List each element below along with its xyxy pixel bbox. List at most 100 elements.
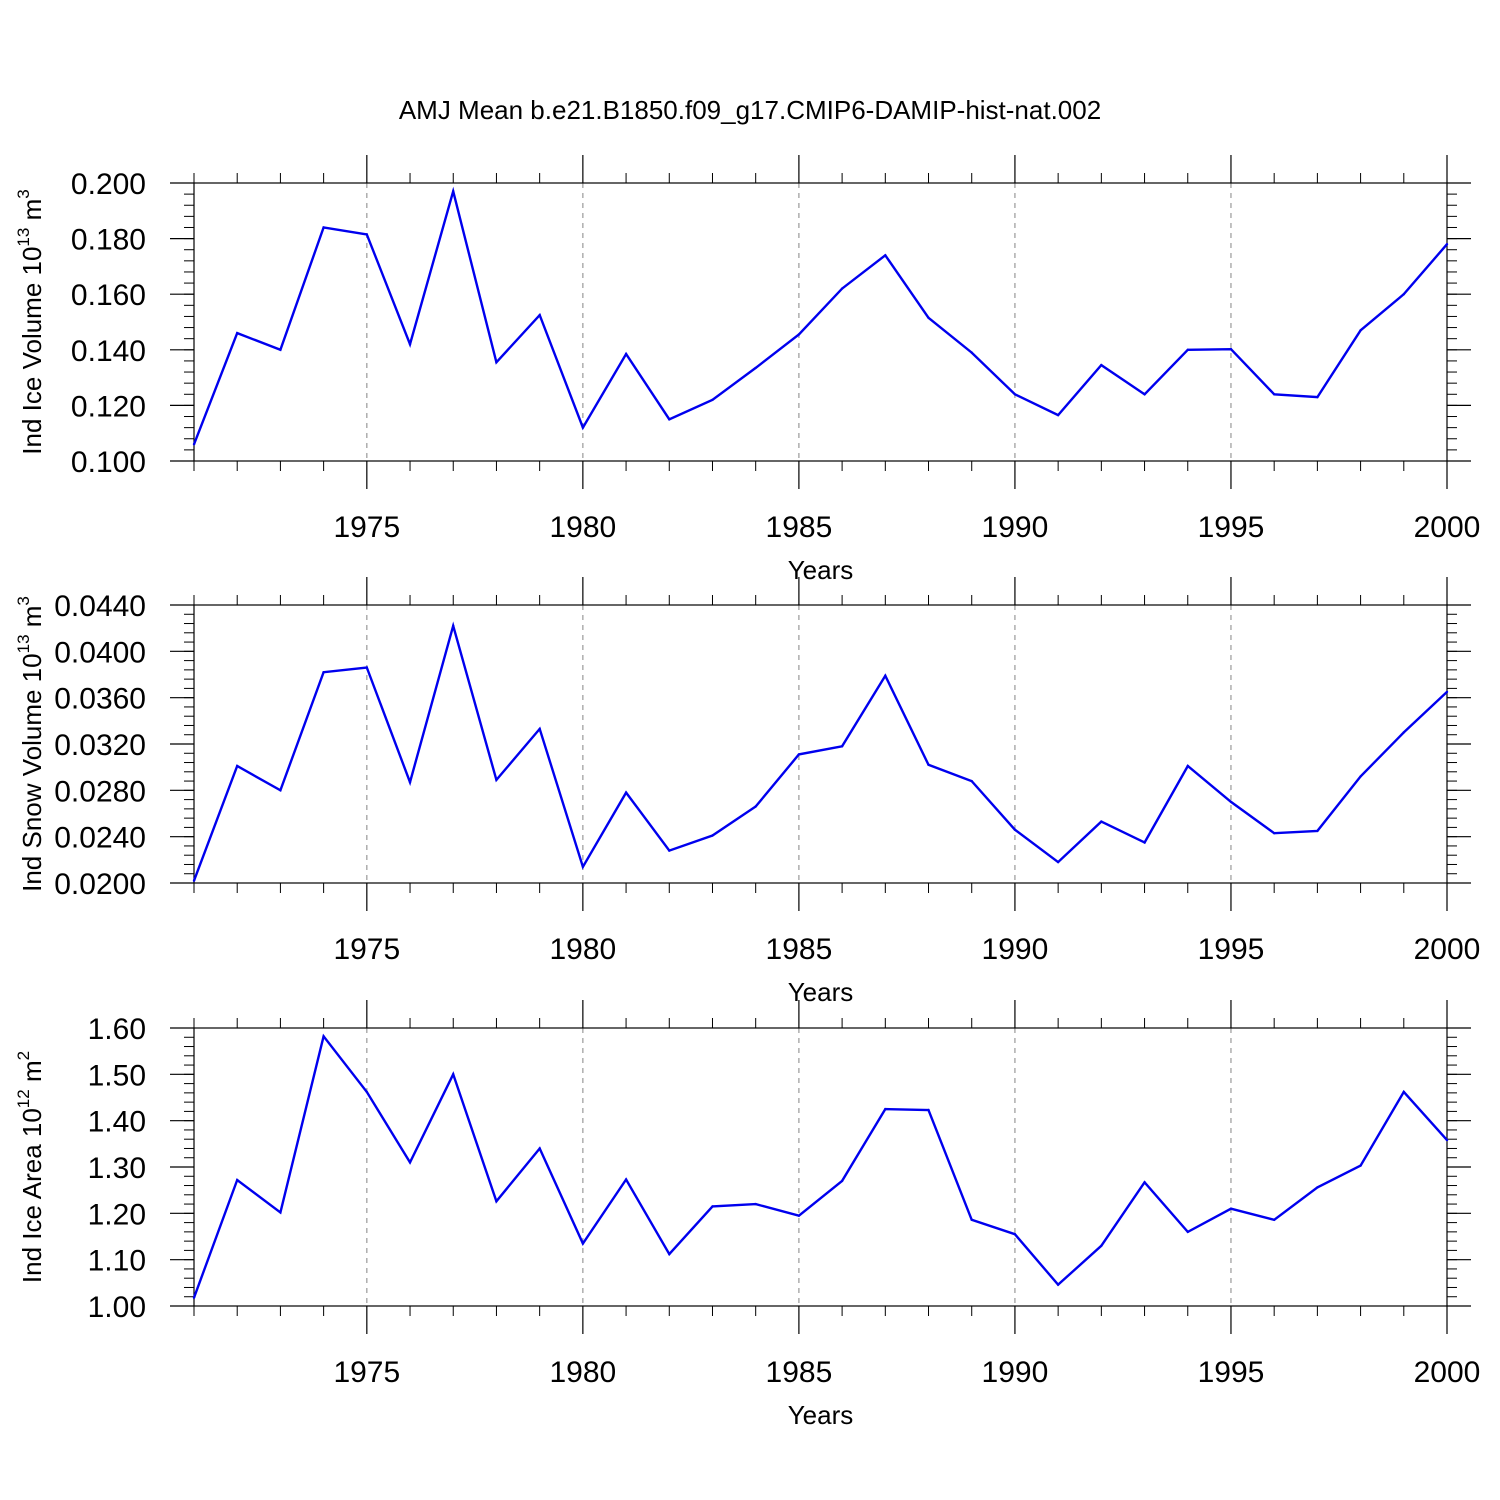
data-point bbox=[1316, 395, 1319, 399]
data-point bbox=[365, 233, 368, 236]
data-point bbox=[1143, 1181, 1146, 1184]
data-point bbox=[754, 366, 757, 370]
data-point bbox=[711, 398, 714, 401]
data-point bbox=[1316, 829, 1319, 833]
series-line bbox=[192, 621, 1448, 882]
x-tick-label: 2000 bbox=[1414, 1356, 1481, 1389]
data-point bbox=[192, 443, 196, 446]
data-point bbox=[452, 1073, 455, 1076]
y-axis-title-main: Ind Ice Area 10 bbox=[17, 1108, 47, 1283]
data-point bbox=[495, 361, 498, 364]
y-tick-label: 1.40 bbox=[88, 1106, 146, 1139]
x-axis-title: Years bbox=[788, 977, 854, 1007]
y-tick-label: 0.0200 bbox=[54, 868, 146, 901]
data-point bbox=[538, 1147, 541, 1150]
data-point bbox=[1229, 800, 1233, 804]
data-point bbox=[1359, 775, 1362, 778]
data-point bbox=[236, 764, 239, 768]
data-point bbox=[1273, 393, 1276, 396]
data-point bbox=[711, 834, 714, 837]
x-tick-label: 1985 bbox=[766, 933, 833, 966]
y-tick-label: 1.30 bbox=[88, 1152, 146, 1185]
y-axis-title-unit: m bbox=[17, 199, 47, 228]
data-point bbox=[1402, 293, 1406, 296]
y-axis-title-main: Ind Snow Volume 10 bbox=[17, 653, 47, 892]
y-tick-label: 0.0240 bbox=[54, 822, 146, 855]
data-point bbox=[1316, 1186, 1319, 1189]
data-point bbox=[365, 666, 368, 669]
x-tick-label: 1985 bbox=[766, 511, 833, 544]
data-point bbox=[581, 1242, 585, 1245]
data-point bbox=[538, 313, 541, 317]
data-point bbox=[538, 727, 541, 731]
data-point bbox=[236, 331, 239, 335]
data-point bbox=[1359, 329, 1362, 332]
y-tick-label: 0.0400 bbox=[54, 636, 146, 669]
data-point bbox=[668, 1252, 671, 1256]
y-tick-label: 0.200 bbox=[71, 168, 146, 201]
data-point bbox=[1143, 393, 1146, 396]
data-point bbox=[840, 745, 844, 748]
data-point bbox=[1013, 393, 1017, 396]
data-point bbox=[1013, 828, 1017, 831]
data-point bbox=[1402, 1090, 1406, 1094]
plot-frame bbox=[193, 1027, 1448, 1307]
data-point bbox=[408, 1161, 412, 1164]
x-tick-label: 1975 bbox=[333, 511, 400, 544]
data-point bbox=[581, 426, 585, 429]
y-tick-label: 0.100 bbox=[71, 446, 146, 479]
y-tick-label: 0.0320 bbox=[54, 729, 146, 762]
x-tick-label: 1975 bbox=[333, 1356, 400, 1389]
y-axis-title-exponent: 12 bbox=[14, 1089, 33, 1108]
data-point bbox=[840, 1179, 844, 1183]
x-tick-label: 1975 bbox=[333, 933, 400, 966]
y-tick-label: 1.60 bbox=[88, 1013, 146, 1046]
data-point bbox=[1013, 1233, 1017, 1236]
data-point bbox=[236, 1178, 239, 1182]
y-axis-title-unit-exponent: 2 bbox=[14, 1051, 33, 1060]
y-axis-title: Ind Ice Area 1012 m2 bbox=[14, 1051, 47, 1283]
data-point bbox=[668, 418, 671, 421]
data-point bbox=[1273, 832, 1276, 835]
data-point bbox=[581, 865, 585, 868]
data-point bbox=[970, 351, 973, 354]
data-point bbox=[1100, 363, 1103, 367]
data-point bbox=[1229, 348, 1233, 351]
y-tick-label: 1.10 bbox=[88, 1245, 146, 1278]
y-axis-title: Ind Snow Volume 1013 m3 bbox=[14, 596, 47, 892]
data-point bbox=[192, 1296, 196, 1299]
data-point bbox=[624, 1178, 628, 1181]
data-point bbox=[884, 254, 887, 257]
x-tick-label: 2000 bbox=[1414, 933, 1481, 966]
y-tick-label: 1.50 bbox=[88, 1059, 146, 1092]
panel-ice-volume: 1975 1980 1985 1990 1995 2000 0.100 0.120 0.140 0… bbox=[14, 155, 1480, 585]
data-point bbox=[279, 348, 282, 351]
data-point bbox=[1143, 841, 1146, 844]
plot-frame bbox=[193, 182, 1448, 462]
data-point bbox=[495, 778, 498, 782]
data-point bbox=[884, 674, 887, 677]
data-point bbox=[322, 1035, 325, 1038]
y-tick-label: 1.20 bbox=[88, 1198, 146, 1231]
data-point bbox=[1229, 1207, 1233, 1210]
y-axis-title-exponent: 13 bbox=[14, 634, 33, 653]
data-point bbox=[408, 781, 412, 784]
data-point bbox=[624, 791, 628, 794]
data-point bbox=[495, 1200, 498, 1203]
data-point bbox=[840, 287, 844, 290]
data-point bbox=[754, 1202, 757, 1206]
data-point bbox=[711, 1205, 714, 1208]
data-point bbox=[970, 1218, 973, 1222]
figure-title: AMJ Mean b.e21.B1850.f09_g17.CMIP6-DAMIP… bbox=[399, 95, 1101, 125]
x-tick-label: 1990 bbox=[982, 933, 1049, 966]
data-point bbox=[279, 1211, 282, 1214]
data-point bbox=[1273, 1218, 1276, 1222]
panel-ice-area: 1975 1980 1985 1990 1995 2000 1.00 1.10 1.20 1.30… bbox=[14, 1000, 1480, 1430]
x-tick-label: 2000 bbox=[1414, 511, 1481, 544]
y-tick-label: 0.120 bbox=[71, 390, 146, 423]
data-point bbox=[927, 316, 930, 319]
data-point bbox=[365, 1090, 368, 1094]
data-point bbox=[1186, 764, 1190, 768]
data-point bbox=[1186, 348, 1190, 351]
